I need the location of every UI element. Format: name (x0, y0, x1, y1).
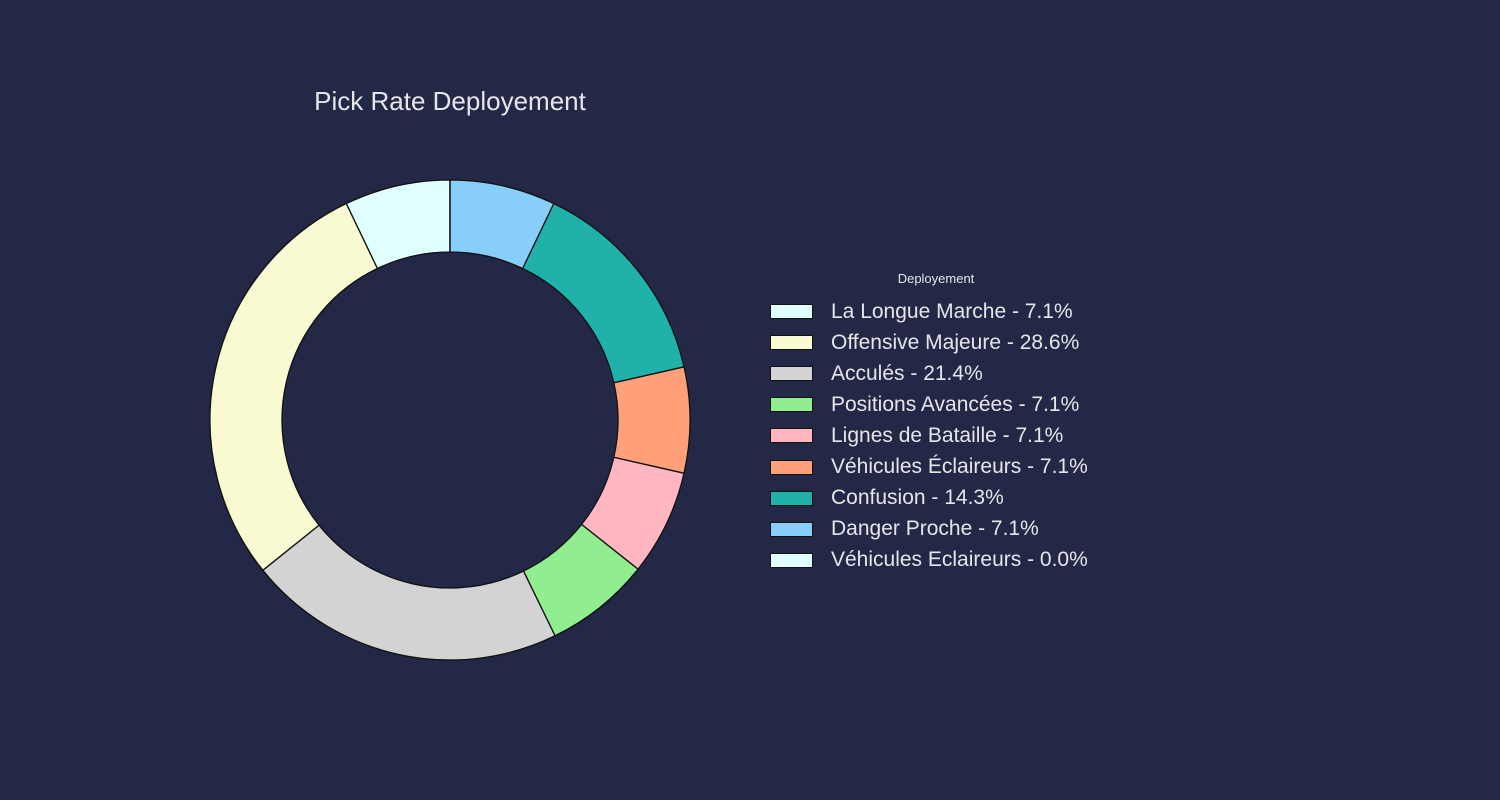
legend-swatch (770, 397, 813, 413)
legend-swatch (770, 521, 813, 537)
legend-items: La Longue Marche - 7.1% Offensive Majeure… (770, 296, 1088, 576)
legend-label: Danger Proche - 7.1% (831, 517, 1039, 541)
legend-item: La Longue Marche - 7.1% (770, 296, 1088, 327)
legend-label: Acculés - 21.4% (831, 361, 983, 385)
legend-swatch (770, 304, 813, 320)
legend-label: Confusion - 14.3% (831, 486, 1004, 510)
legend-swatch (770, 490, 813, 506)
legend-label: Offensive Majeure - 28.6% (831, 330, 1080, 354)
legend-item: Danger Proche - 7.1% (770, 514, 1088, 545)
legend-swatch (770, 335, 813, 351)
legend-swatch (770, 459, 813, 475)
legend-label: Lignes de Bataille - 7.1% (831, 423, 1064, 447)
legend-swatch (770, 366, 813, 382)
legend-label: Véhicules Éclaireurs - 7.1% (831, 455, 1088, 479)
legend-item: Véhicules Éclaireurs - 7.1% (770, 451, 1088, 482)
legend-label: Positions Avancées - 7.1% (831, 392, 1080, 416)
legend-label: Véhicules Eclaireurs - 0.0% (831, 548, 1088, 572)
donut-slice-1 (209, 202, 379, 571)
legend-item: Véhicules Eclaireurs - 0.0% (770, 545, 1088, 576)
donut-slice-6 (521, 202, 685, 384)
legend-item: Acculés - 21.4% (770, 358, 1088, 389)
legend-item: Positions Avancées - 7.1% (770, 389, 1088, 420)
legend-item: Lignes de Bataille - 7.1% (770, 420, 1088, 451)
legend-item: Offensive Majeure - 28.6% (770, 327, 1088, 358)
legend-label: La Longue Marche - 7.1% (831, 299, 1073, 323)
legend-swatch (770, 552, 813, 568)
legend-swatch (770, 428, 813, 444)
legend-title: Deployement (897, 271, 975, 286)
donut-slice-2 (262, 524, 556, 661)
chart-title: Pick Rate Deployement (314, 86, 586, 116)
donut-slice-5 (613, 366, 691, 474)
legend-item: Confusion - 14.3% (770, 483, 1088, 514)
